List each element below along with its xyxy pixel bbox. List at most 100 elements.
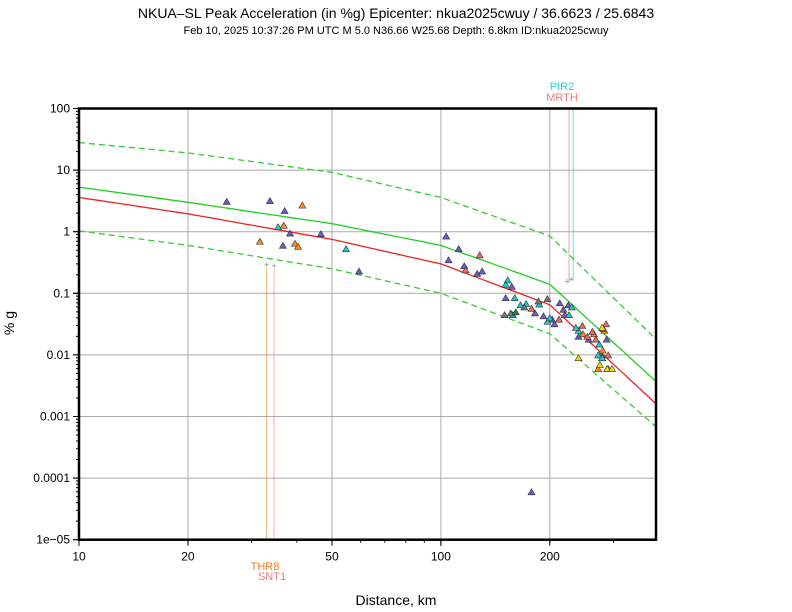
data-point-orange	[594, 364, 603, 372]
station-plus-marker: +	[564, 276, 569, 286]
x-axis-ticks: 10 20 50 100 200	[72, 539, 615, 564]
data-points	[222, 196, 617, 496]
data-point-blue	[460, 262, 469, 270]
data-point-blue	[501, 294, 510, 301]
station-lines: +++ +	[264, 108, 574, 540]
data-point-blue	[222, 197, 231, 205]
data-point-cyan	[567, 303, 576, 311]
y-tick-label: 0.1	[53, 286, 70, 300]
data-point-cyan	[274, 223, 283, 231]
data-point-blue	[280, 207, 289, 214]
station-plus-marker: +	[264, 260, 269, 270]
station-label: MRTH	[546, 92, 578, 104]
data-point-red	[591, 335, 600, 343]
x-tick-label: 20	[181, 550, 195, 564]
data-point-gray	[500, 311, 509, 318]
data-point-red	[461, 266, 470, 274]
data-point-cyan	[598, 354, 607, 362]
data-point-blue	[442, 232, 451, 240]
data-point-blue	[539, 312, 548, 320]
data-point-blue	[355, 267, 364, 275]
data-point-orange	[279, 221, 288, 229]
x-tick-label: 100	[431, 550, 451, 564]
data-point-cyan	[594, 351, 603, 359]
data-point-blue	[478, 267, 487, 275]
data-point-orange	[598, 346, 607, 354]
station-plus-marker: +	[569, 275, 574, 285]
y-axis-label: % g	[1, 311, 17, 335]
data-point-blue	[602, 335, 611, 343]
y-tick-label: 0.01	[47, 348, 71, 362]
data-point-cyan	[342, 245, 351, 252]
chart-subtitle: Feb 10, 2025 10:37:26 PM UTC M 5.0 N36.6…	[183, 25, 609, 37]
x-tick-label: 10	[72, 550, 86, 564]
data-point-orange	[294, 242, 303, 250]
data-point-cyan	[543, 317, 552, 325]
data-point-red	[602, 320, 611, 328]
data-point-blue	[555, 299, 564, 307]
data-point-gray	[534, 297, 543, 305]
data-point-red	[583, 332, 592, 340]
data-point-gray	[543, 295, 552, 302]
data-point-red	[554, 315, 564, 323]
data-point-red	[475, 251, 484, 259]
plot-frame	[77, 107, 658, 541]
data-point-blue	[507, 282, 516, 290]
x-tick-label: 50	[325, 550, 339, 564]
plot-border	[77, 107, 658, 541]
data-point-red	[527, 304, 536, 312]
data-point-blue	[265, 196, 274, 204]
data-point-blue	[530, 309, 540, 317]
data-point-red	[604, 351, 613, 359]
y-axis-ticks: 100 10 1 0.1 0.01 0.001 0.0001 1e−05	[33, 102, 79, 547]
data-point-blue	[316, 230, 325, 237]
y-tick-label: 1	[63, 225, 70, 239]
station-label: SNT1	[258, 571, 286, 583]
data-point-orange	[298, 201, 307, 209]
data-point-cyan	[571, 323, 580, 331]
data-point-green	[511, 308, 520, 316]
data-point-yellow	[607, 364, 617, 372]
data-point-red	[578, 321, 587, 329]
data-point-cyan	[516, 301, 525, 309]
data-point-cyan	[545, 314, 554, 322]
data-point-blue	[454, 245, 463, 252]
data-point-blue	[444, 256, 453, 264]
data-point-cyan	[501, 280, 510, 288]
data-point-orange	[255, 237, 264, 245]
curve-gmpe-median-red	[78, 196, 657, 405]
data-point-red	[588, 327, 597, 335]
y-tick-label: 10	[57, 163, 71, 177]
data-point-blue	[286, 229, 295, 237]
data-point-blue	[278, 241, 287, 249]
data-point-cyan	[595, 340, 604, 348]
data-point-cyan	[510, 294, 519, 301]
y-tick-label: 0.0001	[33, 471, 70, 485]
station-label: THR8	[251, 561, 280, 573]
curve-gmpe-lower	[78, 230, 657, 428]
data-point-blue	[527, 488, 536, 496]
data-point-orange	[290, 239, 299, 247]
station-label: PIR2	[550, 81, 574, 93]
data-point-yellow	[598, 323, 607, 331]
grid	[78, 108, 656, 541]
y-tick-label: 0.001	[40, 410, 70, 424]
station-plus-marker: +	[271, 261, 276, 271]
x-axis-label: Distance, km	[356, 592, 437, 608]
data-point-blue	[559, 305, 568, 313]
curve-gmpe-upper	[78, 141, 657, 340]
x-tick-label: 200	[540, 550, 560, 564]
curve-gmpe-median-green	[78, 186, 657, 382]
data-point-blue	[550, 320, 559, 328]
data-point-orange	[578, 330, 588, 338]
data-point-yellow	[595, 360, 604, 368]
gmpe-curves	[78, 141, 657, 428]
chart-title: NKUA–SL Peak Acceleration (in %g) Epicen…	[137, 5, 655, 21]
data-point-cyan	[565, 311, 574, 318]
data-point-yellow	[574, 354, 583, 362]
y-tick-label: 100	[50, 102, 70, 116]
data-point-gray	[520, 303, 529, 311]
y-tick-label: 1e−05	[36, 533, 70, 547]
